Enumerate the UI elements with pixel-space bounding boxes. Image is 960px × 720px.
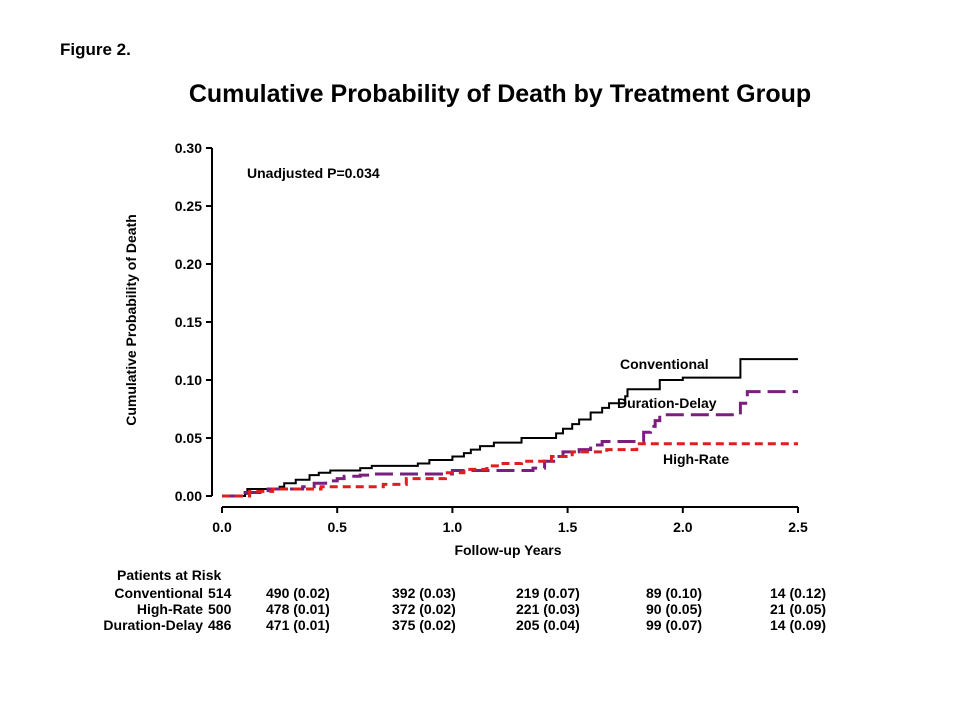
y-tick-label: 0.00 — [175, 488, 202, 504]
risk-cell: 89 (0.10) — [646, 585, 702, 601]
risk-cell: 14 (0.09) — [770, 617, 826, 633]
x-tick-label: 2.0 — [673, 519, 693, 535]
series-label-conventional: Conventional — [620, 356, 709, 372]
risk-cell: 221 (0.03) — [516, 601, 580, 617]
x-tick-label: 1.0 — [443, 519, 463, 535]
y-tick-label: 0.15 — [175, 314, 202, 330]
risk-cell: 372 (0.02) — [392, 601, 456, 617]
risk-cell: 471 (0.01) — [266, 617, 330, 633]
risk-row-label: Conventional — [114, 585, 203, 601]
risk-cell: 392 (0.03) — [392, 585, 456, 601]
risk-row-label: Duration-Delay — [103, 617, 203, 633]
x-axis-label: Follow-up Years — [454, 542, 561, 558]
y-tick-label: 0.10 — [175, 372, 202, 388]
risk-cell: 375 (0.02) — [392, 617, 456, 633]
y-tick-label: 0.25 — [175, 198, 202, 214]
x-tick-label: 2.5 — [788, 519, 808, 535]
p-value-annotation: Unadjusted P=0.034 — [247, 165, 380, 181]
x-tick-label: 0.0 — [212, 519, 232, 535]
risk-cell: 21 (0.05) — [770, 601, 826, 617]
series-layer — [222, 358, 798, 498]
y-tick-label: 0.05 — [175, 430, 202, 446]
series-line-conventional — [222, 358, 798, 497]
figure-label: Figure 2. — [60, 40, 131, 59]
y-tick-label: 0.30 — [175, 140, 202, 156]
risk-cell: 205 (0.04) — [516, 617, 580, 633]
risk-row-n0: 500 — [208, 601, 232, 617]
x-tick-label: 1.5 — [558, 519, 578, 535]
risk-row-label: High-Rate — [137, 601, 203, 617]
series-label-high-rate: High-Rate — [663, 451, 729, 467]
risk-cell: 14 (0.12) — [770, 585, 826, 601]
series-line-high-rate — [222, 442, 798, 498]
figure-title: Cumulative Probability of Death by Treat… — [188, 80, 812, 108]
risk-cell: 90 (0.05) — [646, 601, 702, 617]
risk-cell: 99 (0.07) — [646, 617, 702, 633]
risk-row-n0: 486 — [208, 617, 232, 633]
axes: 0.00 0.05 0.10 0.15 0.20 0.25 0.30 0.0 0.5 1.0 1.5… — [175, 140, 808, 535]
risk-table: Patients at Risk Conventional 514 490 (0.0… — [103, 567, 826, 633]
risk-table-header: Patients at Risk — [117, 567, 221, 583]
risk-cell: 219 (0.07) — [516, 585, 580, 601]
risk-row-n0: 514 — [208, 585, 232, 601]
risk-cell: 490 (0.02) — [266, 585, 330, 601]
y-tick-label: 0.20 — [175, 256, 202, 272]
x-tick-label: 0.5 — [327, 519, 347, 535]
series-label-duration-delay: Duration-Delay — [617, 395, 717, 411]
y-axis-label: Cumulative Probability of Death — [123, 214, 139, 426]
risk-cell: 478 (0.01) — [266, 601, 330, 617]
